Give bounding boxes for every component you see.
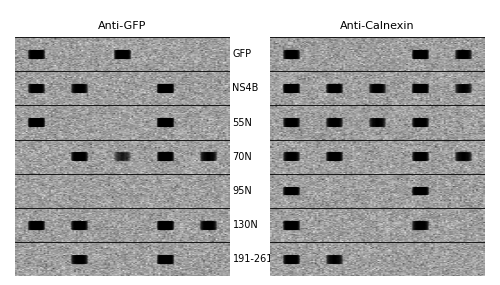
Text: Total: Total [26, 50, 47, 59]
Text: 130N: 130N [232, 220, 258, 230]
Text: 55N: 55N [232, 117, 252, 128]
Text: S1: S1 [372, 50, 384, 59]
Text: S1: S1 [117, 50, 128, 59]
Text: M2: M2 [159, 50, 172, 59]
Text: M1: M1 [73, 50, 86, 59]
Text: GFP: GFP [232, 49, 252, 59]
Text: Total: Total [281, 50, 302, 59]
Text: 95N: 95N [232, 186, 252, 196]
Text: S2: S2 [458, 50, 469, 59]
Text: 191-261N: 191-261N [232, 254, 280, 264]
Text: 70N: 70N [232, 152, 252, 162]
Text: M2: M2 [414, 50, 427, 59]
Text: Anti-GFP: Anti-GFP [98, 21, 146, 31]
Text: Anti-Calnexin: Anti-Calnexin [340, 21, 415, 31]
Text: M1: M1 [328, 50, 341, 59]
Text: S2: S2 [203, 50, 214, 59]
Text: NS4B: NS4B [232, 83, 259, 93]
